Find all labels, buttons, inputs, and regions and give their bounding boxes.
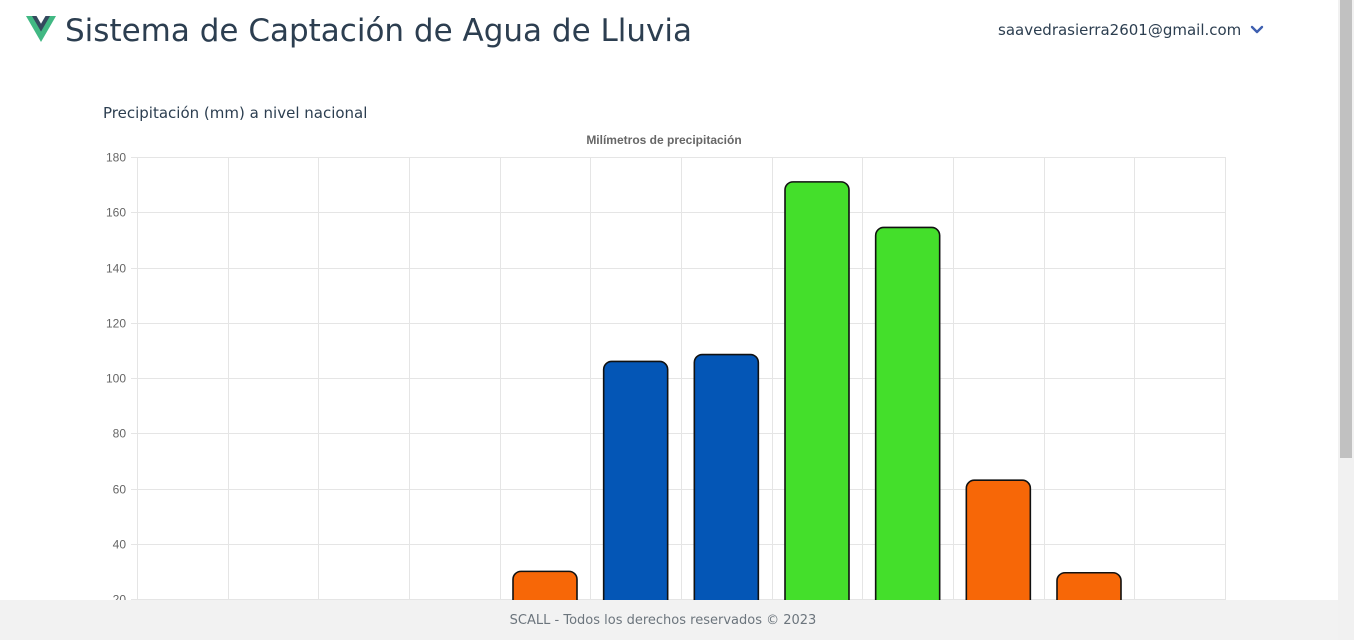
y-tick-label: 140 xyxy=(106,262,126,276)
y-tick-label: 80 xyxy=(113,427,127,441)
bar xyxy=(1056,571,1122,600)
y-tick-label: 100 xyxy=(106,372,126,386)
footer-text: SCALL - Todos los derechos reservados © … xyxy=(509,612,817,628)
bar xyxy=(965,479,1032,600)
y-tick-label: 160 xyxy=(106,206,126,220)
chart-title: Milímetros de precipitación xyxy=(586,133,741,147)
bar xyxy=(874,226,941,600)
user-menu-dropdown[interactable]: saavedrasierra2601@gmail.com xyxy=(998,19,1264,41)
scrollbar-thumb[interactable] xyxy=(1340,0,1352,458)
chevron-down-icon[interactable] xyxy=(1250,25,1264,35)
y-tick-label: 20 xyxy=(113,593,127,601)
bar xyxy=(602,360,669,600)
y-tick-label: 120 xyxy=(106,317,126,331)
footer: SCALL - Todos los derechos reservados © … xyxy=(0,600,1338,640)
bar xyxy=(693,353,760,600)
bar xyxy=(512,570,578,600)
bar xyxy=(784,181,850,600)
scrollbar[interactable] xyxy=(1338,0,1354,640)
header: Sistema de Captación de Agua de Lluvia s… xyxy=(0,0,1338,62)
app-title: Sistema de Captación de Agua de Lluvia xyxy=(65,13,692,49)
section-title: Precipitación (mm) a nivel nacional xyxy=(103,104,368,122)
user-email: saavedrasierra2601@gmail.com xyxy=(998,21,1242,39)
precipitation-bar-chart: 20 40 60 80 100 120 140 160 180 Milímetros de pre… xyxy=(106,133,1226,601)
y-tick-label: 40 xyxy=(113,538,127,552)
vue-logo-icon xyxy=(26,16,56,42)
y-tick-label: 60 xyxy=(113,483,127,497)
y-tick-label: 180 xyxy=(106,151,126,165)
